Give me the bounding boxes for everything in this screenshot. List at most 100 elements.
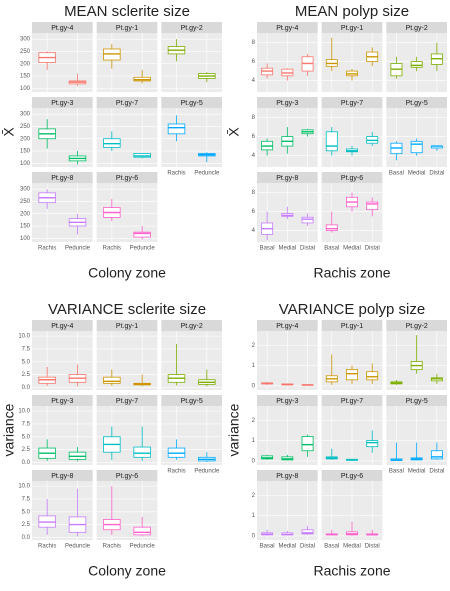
strip-label: Pt.gy-6 xyxy=(341,175,363,182)
strip xyxy=(161,97,222,108)
box xyxy=(325,131,338,152)
strip xyxy=(161,22,222,33)
x-tick-label: Peduncle xyxy=(65,544,91,550)
box xyxy=(346,369,358,381)
y-tick-label: 2 xyxy=(252,418,256,424)
box xyxy=(133,526,151,536)
strip xyxy=(32,172,93,183)
x-tick-label: Basal xyxy=(324,544,339,550)
y-tick-label: 7.5 xyxy=(22,422,31,428)
x-tick-label: Distal xyxy=(429,171,444,177)
y-tick-label: 1 xyxy=(252,438,256,444)
strip-label: Pt.gy-4 xyxy=(51,25,73,32)
y-tick-label: 10.0 xyxy=(18,334,30,340)
strip xyxy=(257,470,318,481)
y-tick-label: 8 xyxy=(252,190,256,196)
y-tick-label: 300 xyxy=(20,187,31,193)
box xyxy=(366,371,379,381)
strip xyxy=(321,172,383,183)
x-tick-label: Rachis xyxy=(38,544,56,550)
y-tick-label: 2.5 xyxy=(22,447,31,453)
strip-label: Pt.gy-4 xyxy=(276,323,298,330)
strip xyxy=(96,320,158,331)
x-tick-label: Rachis xyxy=(167,171,185,177)
y-tick-label: 2 xyxy=(252,493,256,499)
y-tick-label: 250 xyxy=(20,199,31,205)
strip-label: Pt.gy-1 xyxy=(116,25,138,32)
y-tick-label: 100 xyxy=(20,86,31,92)
y-tick-label: 5.0 xyxy=(22,509,31,515)
strip-label: Pt.gy-5 xyxy=(181,100,203,107)
strip xyxy=(321,320,383,331)
x-tick-label: Medial xyxy=(343,246,361,252)
x-tick-label: Basal xyxy=(260,246,275,252)
y-tick-label: 10.0 xyxy=(18,409,30,415)
x-tick-label: Distal xyxy=(429,469,444,475)
x-tick-label: Basal xyxy=(389,171,404,177)
strip xyxy=(32,320,93,331)
strip-label: Pt.gy-5 xyxy=(181,398,203,405)
box xyxy=(325,224,338,231)
y-tick-label: 100 xyxy=(20,236,31,242)
panel-title: VARIANCE sclerite size xyxy=(48,301,206,318)
y-tick-label: 250 xyxy=(20,49,31,55)
x-tick-label: Peduncle xyxy=(194,469,220,475)
strip xyxy=(32,395,93,406)
y-tick-label: 0 xyxy=(252,384,256,390)
y-tick-label: 5.0 xyxy=(22,359,31,365)
strip-label: Pt.gy-1 xyxy=(116,323,138,330)
strip xyxy=(386,97,447,108)
x-tick-label: Peduncle xyxy=(65,246,91,252)
x-tick-label: Rachis xyxy=(103,544,121,550)
strip-label: Pt.gy-7 xyxy=(116,100,138,107)
strip-label: Pt.gy-2 xyxy=(406,323,428,330)
strip xyxy=(257,22,318,33)
strip-label: Pt.gy-2 xyxy=(406,25,428,32)
panel-bg xyxy=(161,33,222,92)
y-tick-label: 150 xyxy=(20,74,31,80)
y-tick-label: 2.5 xyxy=(22,372,31,378)
panel-title: MEAN polyp size xyxy=(295,3,409,20)
y-tick-label: 7.5 xyxy=(22,347,31,353)
y-tick-label: 6 xyxy=(252,134,256,140)
strip-label: Pt.gy-2 xyxy=(181,323,203,330)
strip-label: Pt.gy-5 xyxy=(406,100,428,107)
x-tick-label: Rachis xyxy=(167,469,185,475)
y-tick-label: 200 xyxy=(20,61,31,67)
strip-label: Pt.gy-3 xyxy=(51,100,73,107)
y-tick-label: 6 xyxy=(252,209,256,215)
y-tick-label: 2 xyxy=(252,343,256,349)
strip-label: Pt.gy-3 xyxy=(51,398,73,405)
strip xyxy=(386,320,447,331)
strip xyxy=(386,395,447,406)
y-axis-title: X̄ xyxy=(226,127,242,137)
y-tick-label: 8 xyxy=(252,115,256,121)
y-tick-label: 0.0 xyxy=(22,535,31,541)
x-tick-label: Rachis xyxy=(103,246,121,252)
y-tick-label: 150 xyxy=(20,224,31,230)
y-tick-label: 0 xyxy=(252,534,256,540)
strip-label: Pt.gy-3 xyxy=(276,100,298,107)
x-tick-label: Medial xyxy=(343,544,361,550)
x-tick-label: Peduncle xyxy=(130,246,156,252)
y-tick-label: 0.0 xyxy=(22,385,31,391)
strip xyxy=(96,22,158,33)
y-tick-label: 200 xyxy=(20,211,31,217)
strip-label: Pt.gy-7 xyxy=(341,398,363,405)
strip xyxy=(96,470,158,481)
y-tick-label: 4 xyxy=(252,78,256,84)
box xyxy=(167,123,186,135)
y-tick-label: 4 xyxy=(252,228,256,234)
x-axis-title: Colony zone xyxy=(88,563,166,579)
x-axis-title: Colony zone xyxy=(88,265,166,281)
x-tick-label: Distal xyxy=(300,544,315,550)
strip-label: Pt.gy-8 xyxy=(276,473,298,480)
panel-bg xyxy=(96,108,158,167)
box xyxy=(366,440,379,448)
x-tick-label: Basal xyxy=(260,544,275,550)
y-tick-label: 300 xyxy=(20,112,31,118)
y-tick-label: 300 xyxy=(20,37,31,43)
strip-label: Pt.gy-8 xyxy=(51,175,73,182)
y-tick-label: 0 xyxy=(252,459,256,465)
